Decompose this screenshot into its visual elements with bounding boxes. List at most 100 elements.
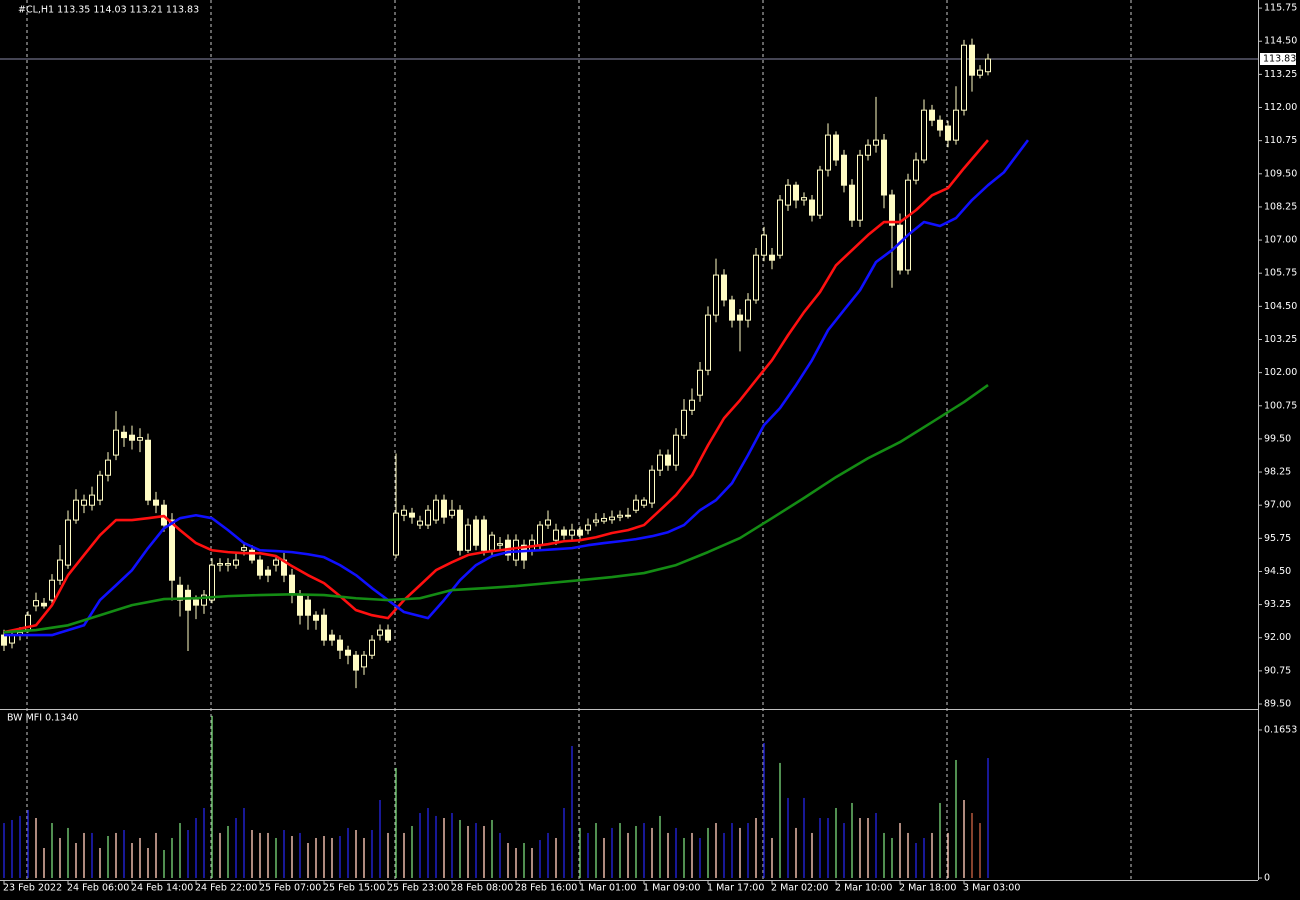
candle-body	[153, 499, 159, 506]
y-tick-label: 108.25	[1264, 201, 1297, 212]
candle-body	[49, 579, 55, 601]
candle-body	[33, 600, 39, 607]
candle-body	[145, 439, 151, 501]
candle-body	[681, 409, 687, 436]
candle-body	[273, 559, 279, 566]
candle-body	[441, 499, 447, 518]
x-tick-label: 2 Mar 18:00	[899, 883, 956, 894]
moving-average-line	[4, 139, 1030, 637]
candle-body	[721, 274, 727, 301]
candle-body	[657, 454, 663, 471]
candle-body	[201, 594, 207, 606]
candle-body	[793, 184, 799, 201]
candle-body	[857, 154, 863, 221]
candle-body	[409, 512, 415, 518]
x-tick-label: 1 Mar 09:00	[643, 883, 700, 894]
y-tick-label: 89.50	[1264, 699, 1291, 710]
candle-body	[401, 509, 407, 516]
candle-body	[897, 224, 903, 271]
candle-body	[497, 543, 503, 546]
y-tick-label: 114.50	[1264, 36, 1297, 47]
y-tick-label: 95.75	[1264, 533, 1291, 544]
candle-body	[449, 509, 455, 516]
x-tick-label: 23 Feb 2022	[3, 883, 62, 894]
x-tick-label: 28 Feb 08:00	[451, 883, 513, 894]
candle-body	[457, 509, 463, 551]
last-price-label: 113.83	[1263, 53, 1296, 64]
y-tick-label: 93.25	[1264, 599, 1291, 610]
candle-body	[977, 69, 983, 76]
y-tick-label: 102.00	[1264, 367, 1297, 378]
candle-body	[353, 654, 359, 671]
candle-body	[177, 584, 183, 601]
candle-body	[561, 529, 567, 536]
candle-body	[689, 399, 695, 411]
candle-body	[425, 509, 431, 526]
candle-body	[313, 614, 319, 621]
candle-body	[745, 299, 751, 321]
candle-body	[801, 197, 807, 201]
x-tick-label: 25 Feb 23:00	[387, 883, 449, 894]
candle-body	[713, 274, 719, 316]
candle-body	[233, 559, 239, 566]
candle-body	[1, 634, 7, 646]
candle-body	[41, 602, 47, 607]
candle-body	[473, 519, 479, 546]
last-price-box	[1260, 52, 1296, 65]
candle-body	[737, 314, 743, 321]
candle-body	[665, 454, 671, 466]
candle-body	[881, 139, 887, 196]
candle-body	[577, 529, 583, 536]
y-tick-label: 94.50	[1264, 566, 1291, 577]
x-tick-label: 1 Mar 17:00	[707, 883, 764, 894]
candle-body	[873, 139, 879, 146]
candle-body	[193, 599, 199, 606]
x-tick-label: 25 Feb 07:00	[259, 883, 321, 894]
y-tick-label: 0.1653	[1264, 724, 1297, 735]
candle-body	[625, 514, 631, 517]
x-tick-label: 24 Feb 22:00	[195, 883, 257, 894]
candle-body	[953, 109, 959, 141]
candle-body	[633, 499, 639, 511]
candle-body	[641, 499, 647, 506]
candle-body	[289, 574, 295, 596]
candle-body	[729, 299, 735, 321]
candle-body	[809, 199, 815, 216]
candle-body	[481, 519, 487, 551]
y-tick-label: 112.00	[1264, 102, 1297, 113]
candle-body	[593, 519, 599, 523]
y-tick-label: 109.50	[1264, 168, 1297, 179]
candle-body	[209, 564, 215, 601]
candle-body	[673, 434, 679, 466]
chart-title: #CL,H1 113.35 114.03 113.21 113.83	[18, 5, 199, 16]
candle-body	[385, 629, 391, 641]
candle-body	[345, 649, 351, 656]
candle-body	[929, 109, 935, 121]
candle-body	[913, 159, 919, 181]
y-tick-label: 104.50	[1264, 301, 1297, 312]
candle-body	[369, 639, 375, 656]
candle-body	[753, 254, 759, 301]
candle-body	[617, 514, 623, 518]
candle-body	[921, 109, 927, 161]
candle-body	[937, 119, 943, 131]
y-tick-label: 90.75	[1264, 665, 1291, 676]
y-tick-label: 0	[1264, 873, 1270, 884]
candle-body	[97, 474, 103, 501]
candle-body	[609, 516, 615, 521]
candle-body	[769, 254, 775, 261]
candle-body	[889, 194, 895, 226]
x-tick-label: 2 Mar 02:00	[771, 883, 828, 894]
candle-body	[337, 639, 343, 651]
candle-body	[185, 589, 191, 611]
x-tick-label: 28 Feb 16:00	[515, 883, 577, 894]
candle-body	[321, 614, 327, 641]
x-tick-label: 2 Mar 10:00	[835, 883, 892, 894]
candle-body	[489, 534, 495, 551]
candle-body	[537, 524, 543, 546]
candle-body	[57, 559, 63, 581]
x-tick-label: 24 Feb 06:00	[67, 883, 129, 894]
candle-body	[521, 544, 527, 561]
candle-body	[961, 44, 967, 111]
candle-body	[849, 184, 855, 221]
